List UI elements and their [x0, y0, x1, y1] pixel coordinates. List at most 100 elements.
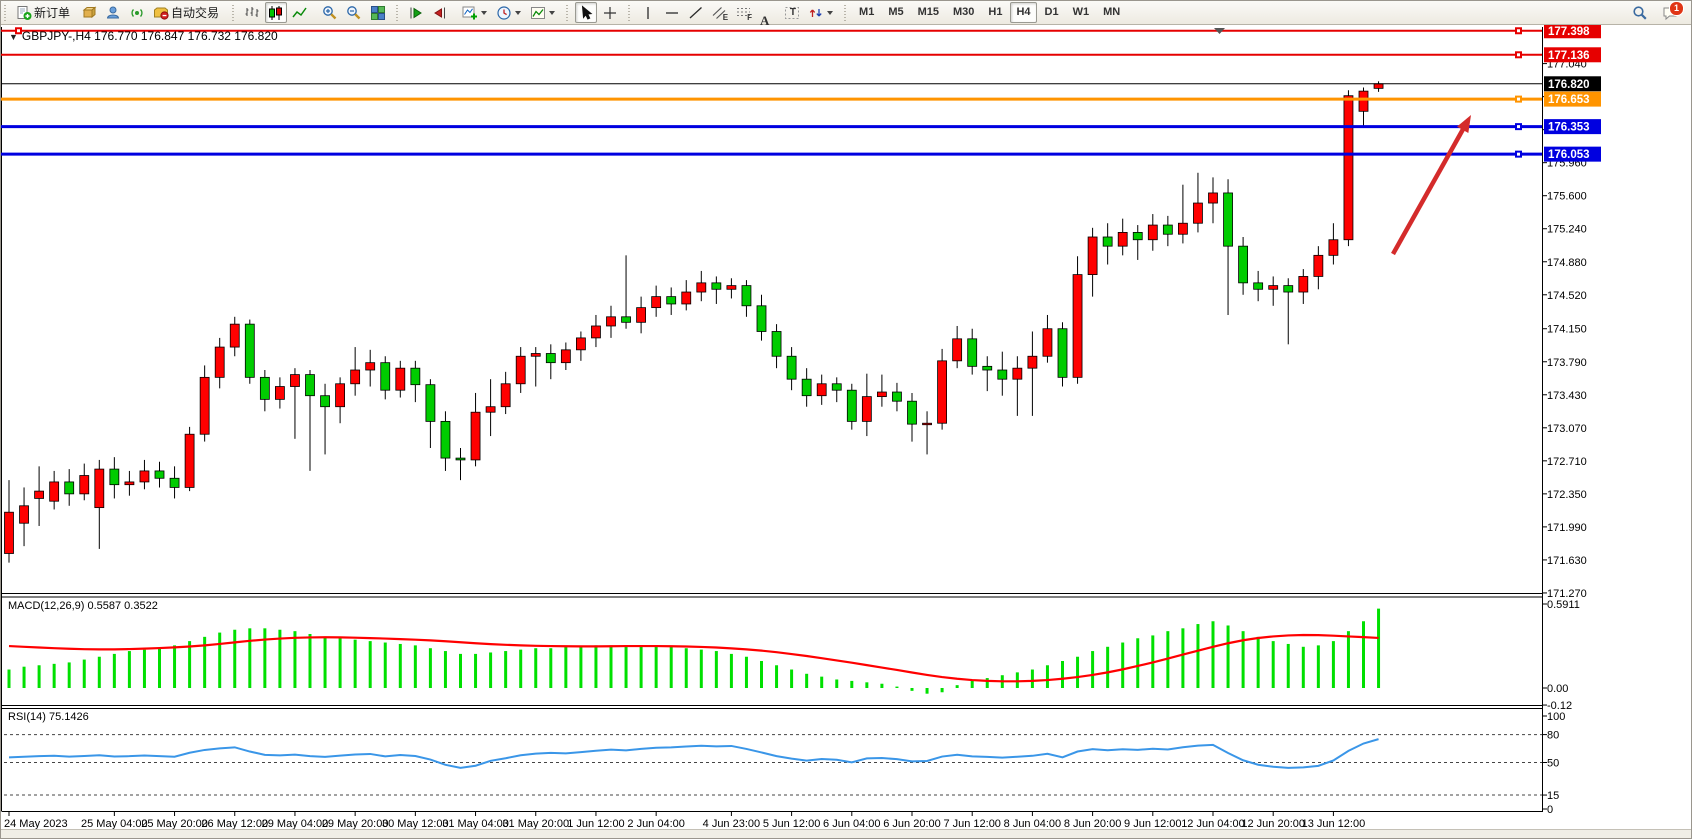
- toolbar-grip[interactable]: [3, 4, 7, 21]
- blue-level-line-1[interactable]: [1, 123, 1542, 131]
- svg-text:171.990: 171.990: [1547, 522, 1587, 534]
- candle: [1117, 232, 1128, 247]
- svg-text:172.350: 172.350: [1547, 489, 1587, 501]
- new-order-button[interactable]: 新订单: [13, 2, 76, 23]
- chart-shift-button[interactable]: [429, 2, 451, 23]
- candle: [425, 384, 436, 422]
- candle: [184, 433, 195, 488]
- dropdown-caret-icon[interactable]: [549, 10, 556, 15]
- equidistant-channel-button[interactable]: E: [709, 2, 731, 23]
- candle: [636, 307, 646, 323]
- chart-shift-marker[interactable]: [1214, 28, 1225, 34]
- timeframe-button-d1[interactable]: D1: [1044, 6, 1059, 18]
- time-label: 25 May 04:00: [81, 818, 148, 830]
- horizontal-line-button[interactable]: [661, 2, 683, 23]
- candle: [274, 386, 285, 400]
- toolbar-grip[interactable]: [395, 4, 400, 21]
- candle: [500, 383, 511, 408]
- toolbar-grip[interactable]: [627, 4, 632, 21]
- indicators-button[interactable]: [459, 2, 491, 23]
- timeframe-button-m15[interactable]: M15: [917, 6, 939, 18]
- candle: [621, 316, 631, 323]
- tool-letter: A: [760, 12, 770, 28]
- toolbar-grip[interactable]: [565, 4, 570, 21]
- timeframe-button-h1[interactable]: H1: [988, 6, 1003, 18]
- svg-text:173.430: 173.430: [1547, 390, 1587, 402]
- profile-icon: [105, 5, 121, 21]
- vertical-line-button[interactable]: [637, 2, 659, 23]
- time-label: 5 Jun 12:00: [763, 818, 821, 830]
- text-label-button[interactable]: T: [781, 2, 803, 23]
- toolbar-grip[interactable]: [231, 4, 236, 21]
- cube-icon: [81, 5, 97, 21]
- auto-trading-button[interactable]: 自动交易: [150, 2, 225, 23]
- trendline-button[interactable]: [685, 2, 707, 23]
- arrows-button[interactable]: [805, 2, 837, 23]
- chart-collapse-icon[interactable]: ▼: [9, 32, 18, 42]
- candle: [109, 468, 120, 486]
- templates-button[interactable]: [527, 2, 559, 23]
- toolbar-grip[interactable]: [843, 4, 848, 21]
- signals-button[interactable]: [126, 2, 148, 23]
- candle: [320, 395, 330, 408]
- cursor-button[interactable]: [575, 2, 598, 23]
- data-window-button[interactable]: [102, 2, 124, 23]
- auto-trading-button-label: 自动交易: [171, 6, 220, 20]
- fibonacci-button[interactable]: F: [733, 2, 755, 23]
- svg-text:80: 80: [1547, 730, 1559, 742]
- trendline-icon: [688, 5, 704, 21]
- resistance-line-1[interactable]: [1, 27, 1542, 35]
- autoscroll-icon: [408, 5, 424, 21]
- bar-chart-button[interactable]: [241, 2, 263, 23]
- orange-level-line[interactable]: [1, 95, 1542, 103]
- candle: [455, 457, 466, 461]
- rsi-indicator-label: RSI(14) 75.1426: [8, 711, 89, 723]
- candle: [591, 325, 601, 339]
- resistance-line-2[interactable]: [1, 51, 1542, 59]
- auto-scroll-button[interactable]: [405, 2, 427, 23]
- chat-button[interactable]: 1: [1659, 1, 1684, 23]
- candle: [4, 511, 14, 554]
- candle: [139, 470, 150, 483]
- candle: [1313, 254, 1324, 277]
- tile-windows-button[interactable]: [367, 2, 389, 23]
- periods-button[interactable]: [493, 2, 525, 23]
- svg-text:175.240: 175.240: [1547, 224, 1587, 236]
- candlestick-chart-button[interactable]: [265, 2, 288, 23]
- timeframe-button-h4[interactable]: H4: [1010, 2, 1037, 23]
- zoomin-icon: [322, 5, 338, 21]
- price-badge-177.398: 177.398: [1544, 23, 1601, 39]
- blue-level-line-2[interactable]: [1, 150, 1542, 158]
- timeframe-button-m30[interactable]: M30: [953, 6, 975, 18]
- market-watch-button[interactable]: [78, 2, 100, 23]
- status-bar: [1, 829, 1691, 838]
- tile-icon: [370, 5, 386, 21]
- dropdown-caret-icon[interactable]: [515, 10, 522, 15]
- timeframe-button-m5[interactable]: M5: [888, 6, 904, 18]
- zoom-in-button[interactable]: [319, 2, 341, 23]
- dropdown-caret-icon[interactable]: [827, 10, 834, 15]
- timeframe-button-w1[interactable]: W1: [1072, 6, 1090, 18]
- search-button[interactable]: [1629, 2, 1651, 23]
- linechart-icon: [292, 5, 308, 21]
- toolbar-group: [401, 1, 455, 24]
- zoom-out-button[interactable]: [343, 2, 365, 23]
- timeframe-button-mn[interactable]: MN: [1103, 6, 1121, 18]
- crosshair-button[interactable]: [599, 2, 621, 23]
- time-label: 4 Jun 23:00: [703, 818, 761, 830]
- cursor-icon: [578, 4, 594, 21]
- dropdown-caret-icon[interactable]: [481, 10, 488, 15]
- timeframe-button-m1[interactable]: M1: [859, 6, 875, 18]
- candle: [786, 355, 797, 380]
- svg-text:171.630: 171.630: [1547, 555, 1587, 567]
- line-chart-button[interactable]: [289, 2, 311, 23]
- clock-icon: [496, 5, 512, 21]
- candle: [485, 406, 496, 413]
- toolbar-group: [237, 1, 315, 24]
- candle: [892, 391, 902, 402]
- trend-arrow[interactable]: [1391, 115, 1471, 256]
- candle: [199, 376, 210, 435]
- text-button[interactable]: A: [757, 2, 779, 28]
